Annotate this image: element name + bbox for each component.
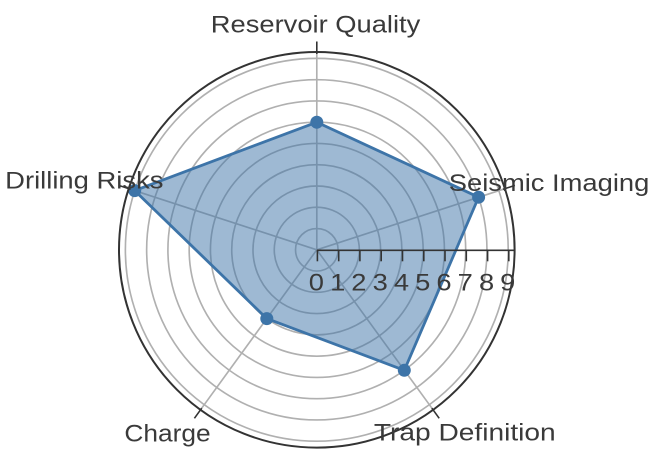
svg-text:Seismic Imaging: Seismic Imaging bbox=[449, 170, 650, 197]
svg-text:5: 5 bbox=[415, 270, 430, 297]
svg-text:4: 4 bbox=[394, 270, 409, 297]
svg-text:8: 8 bbox=[479, 270, 494, 297]
svg-text:6: 6 bbox=[436, 270, 451, 297]
svg-text:2: 2 bbox=[351, 270, 366, 297]
svg-text:Trap Definition: Trap Definition bbox=[374, 420, 556, 447]
svg-text:0: 0 bbox=[309, 270, 324, 297]
svg-text:Reservoir Quality: Reservoir Quality bbox=[211, 11, 420, 38]
svg-text:7: 7 bbox=[458, 270, 473, 297]
svg-text:9: 9 bbox=[500, 270, 515, 297]
svg-text:3: 3 bbox=[373, 270, 388, 297]
svg-text:Drilling Risks: Drilling Risks bbox=[5, 168, 163, 195]
svg-text:1: 1 bbox=[330, 270, 345, 297]
svg-text:Charge: Charge bbox=[124, 420, 210, 447]
